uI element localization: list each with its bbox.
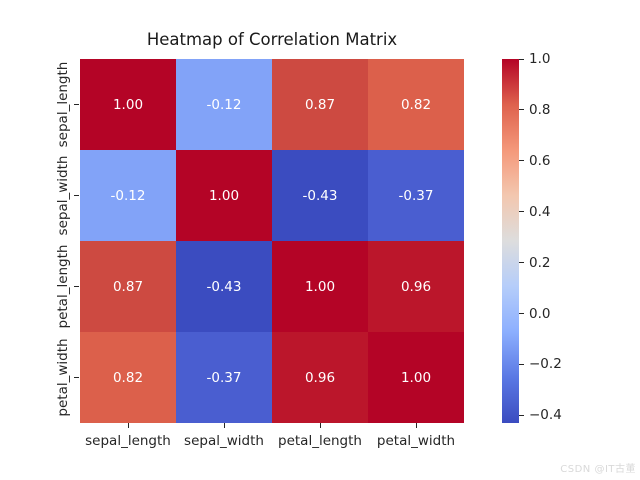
colorbar-tick-label: 0.6	[529, 152, 551, 169]
heatmap-cell: 0.87	[272, 59, 368, 150]
heatmap-cell: 1.00	[80, 59, 176, 150]
heatmap-cell: -0.37	[176, 332, 272, 423]
heatmap-cell: 1.00	[368, 332, 464, 423]
colorbar-tick-mark	[519, 58, 524, 60]
colorbar-tick-label: 0.4	[529, 203, 551, 220]
colorbar-tick-label: −0.4	[529, 407, 562, 424]
heatmap-cell: 0.87	[80, 241, 176, 332]
colorbar-tick-mark	[519, 414, 524, 416]
colorbar-tick-mark	[519, 160, 524, 162]
x-tick-label: petal_length	[278, 433, 362, 449]
y-tick-label: sepal_length	[54, 61, 71, 148]
heatmap-cell: 0.82	[80, 332, 176, 423]
watermark: CSDN @IT古董	[560, 464, 636, 475]
y-tick-label: petal_width	[54, 338, 71, 417]
x-tick-label: sepal_width	[184, 433, 264, 449]
colorbar	[502, 59, 519, 423]
colorbar-tick-mark	[519, 313, 524, 315]
y-tick-mark	[74, 377, 79, 378]
x-tick-label: petal_width	[376, 433, 456, 449]
x-tick-label: sepal_length	[85, 433, 171, 449]
heatmap-cell: -0.12	[80, 150, 176, 241]
y-tick-label: petal_length	[54, 244, 71, 329]
colorbar-tick-mark	[519, 211, 524, 213]
colorbar-tick-mark	[519, 262, 524, 264]
heatmap-cell: -0.43	[272, 150, 368, 241]
heatmap-grid: 1.00 -0.12 0.87 0.82 -0.12 1.00 -0.43 -0.37 0.87…	[80, 59, 464, 423]
x-tick-mark	[415, 423, 417, 428]
colorbar-tick-label: 1.0	[529, 51, 551, 67]
chart-title: Heatmap of Correlation Matrix	[146, 30, 398, 49]
colorbar-tick-mark	[519, 363, 524, 365]
x-tick-mark	[127, 423, 129, 428]
colorbar-tick-label: 0.2	[529, 254, 551, 271]
y-tick-mark	[74, 195, 79, 196]
colorbar-tick-label: −0.2	[529, 356, 562, 373]
x-tick-mark	[319, 423, 321, 428]
heatmap-cell: 1.00	[272, 241, 368, 332]
y-tick-mark	[74, 286, 79, 287]
y-tick-label: sepal_width	[54, 155, 71, 236]
heatmap-cell: -0.12	[176, 59, 272, 150]
heatmap-cell: 0.82	[368, 59, 464, 150]
heatmap-cell: 0.96	[368, 241, 464, 332]
heatmap-cell: -0.37	[368, 150, 464, 241]
heatmap-cell: -0.43	[176, 241, 272, 332]
x-tick-mark	[223, 423, 225, 428]
colorbar-tick-label: 0.8	[529, 101, 551, 118]
heatmap-cell: 1.00	[176, 150, 272, 241]
y-tick-mark	[74, 104, 79, 105]
heatmap-cell: 0.96	[272, 332, 368, 423]
colorbar-tick-label: 0.0	[529, 305, 551, 322]
colorbar-tick-mark	[519, 109, 524, 111]
